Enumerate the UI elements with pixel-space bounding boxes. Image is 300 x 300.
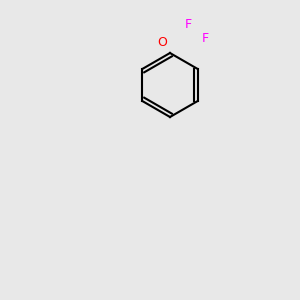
Text: O: O [157,37,167,50]
Text: F: F [201,32,208,44]
Text: F: F [184,19,192,32]
